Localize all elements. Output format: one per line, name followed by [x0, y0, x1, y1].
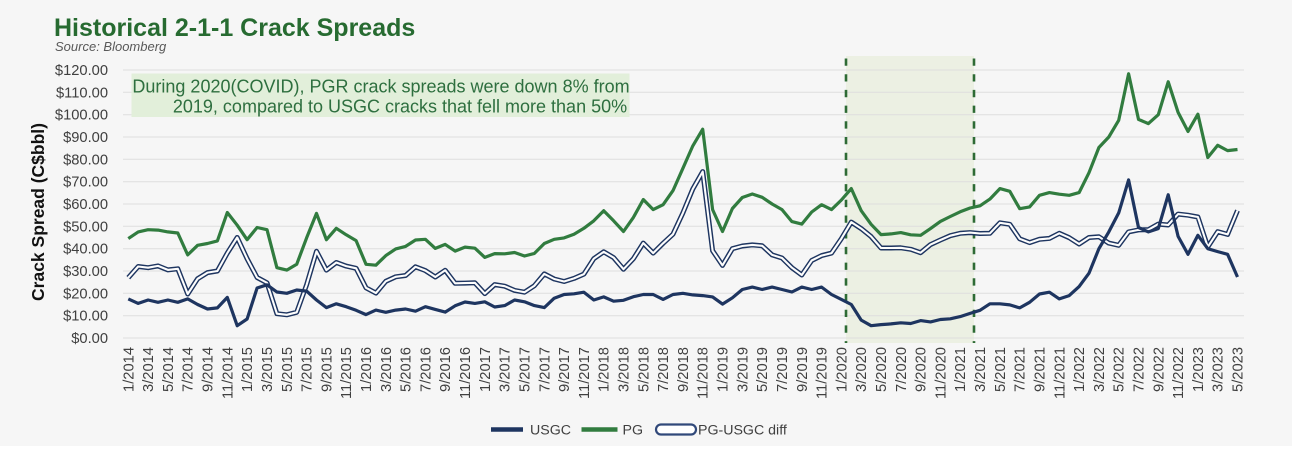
- svg-text:5/2016: 5/2016: [399, 347, 415, 392]
- svg-text:$120.00: $120.00: [55, 63, 108, 79]
- svg-text:3/2018: 3/2018: [617, 347, 633, 392]
- svg-text:7/2022: 7/2022: [1132, 347, 1148, 392]
- svg-text:3/2016: 3/2016: [379, 347, 395, 392]
- svg-text:5/2020: 5/2020: [874, 347, 890, 392]
- svg-text:9/2020: 9/2020: [914, 347, 930, 392]
- svg-text:1/2016: 1/2016: [359, 347, 375, 392]
- svg-text:3/2020: 3/2020: [854, 347, 870, 392]
- svg-text:11/2018: 11/2018: [696, 347, 712, 399]
- svg-text:$60.00: $60.00: [63, 197, 108, 213]
- svg-text:9/2014: 9/2014: [201, 347, 217, 392]
- svg-text:11/2020: 11/2020: [933, 347, 949, 399]
- svg-text:7/2014: 7/2014: [181, 347, 197, 392]
- svg-text:5/2022: 5/2022: [1112, 347, 1128, 392]
- svg-text:5/2015: 5/2015: [280, 347, 296, 392]
- svg-text:PG-USGC diff: PG-USGC diff: [698, 423, 787, 439]
- svg-text:$110.00: $110.00: [56, 85, 108, 101]
- svg-text:11/2016: 11/2016: [458, 347, 474, 399]
- svg-text:3/2014: 3/2014: [141, 347, 157, 392]
- svg-text:11/2015: 11/2015: [339, 347, 355, 399]
- svg-text:11/2022: 11/2022: [1171, 347, 1187, 399]
- svg-text:1/2021: 1/2021: [953, 347, 969, 392]
- svg-text:$80.00: $80.00: [63, 152, 108, 168]
- svg-text:5/2019: 5/2019: [755, 347, 771, 392]
- svg-text:5/2014: 5/2014: [161, 347, 177, 392]
- svg-text:2019, compared to USGC cracks: 2019, compared to USGC cracks that fell …: [173, 97, 627, 117]
- svg-text:1/2023: 1/2023: [1191, 347, 1207, 392]
- svg-text:During 2020(COVID), PGR crack: During 2020(COVID), PGR crack spreads we…: [132, 77, 629, 97]
- svg-text:$30.00: $30.00: [63, 264, 108, 280]
- svg-text:$20.00: $20.00: [63, 286, 108, 302]
- svg-text:5/2018: 5/2018: [636, 347, 652, 392]
- svg-text:7/2017: 7/2017: [537, 347, 553, 392]
- svg-text:9/2015: 9/2015: [319, 347, 335, 392]
- svg-text:1/2014: 1/2014: [121, 347, 137, 392]
- svg-text:11/2014: 11/2014: [220, 347, 236, 399]
- svg-text:9/2021: 9/2021: [1033, 347, 1049, 392]
- svg-text:1/2019: 1/2019: [716, 347, 732, 392]
- svg-text:3/2017: 3/2017: [498, 347, 514, 392]
- svg-text:7/2015: 7/2015: [300, 347, 316, 392]
- svg-text:7/2019: 7/2019: [775, 347, 791, 392]
- svg-text:9/2022: 9/2022: [1151, 347, 1167, 392]
- svg-text:Source: Bloomberg: Source: Bloomberg: [55, 39, 167, 54]
- svg-text:$40.00: $40.00: [63, 242, 108, 258]
- svg-text:USGC: USGC: [530, 423, 571, 439]
- svg-text:Historical 2-1-1 Crack Spreads: Historical 2-1-1 Crack Spreads: [54, 14, 415, 42]
- svg-text:9/2016: 9/2016: [438, 347, 454, 392]
- svg-text:5/2017: 5/2017: [518, 347, 534, 392]
- svg-text:3/2019: 3/2019: [735, 347, 751, 392]
- svg-text:3/2023: 3/2023: [1211, 347, 1227, 392]
- svg-text:$100.00: $100.00: [55, 108, 108, 124]
- svg-text:5/2021: 5/2021: [993, 347, 1009, 392]
- svg-text:3/2022: 3/2022: [1092, 347, 1108, 392]
- svg-text:7/2021: 7/2021: [1013, 347, 1029, 392]
- svg-text:$50.00: $50.00: [63, 219, 108, 235]
- svg-text:9/2018: 9/2018: [676, 347, 692, 392]
- svg-text:9/2019: 9/2019: [795, 347, 811, 392]
- svg-text:$10.00: $10.00: [63, 309, 108, 325]
- svg-text:$0.00: $0.00: [71, 331, 108, 347]
- svg-text:5/2023: 5/2023: [1231, 347, 1247, 392]
- svg-text:3/2021: 3/2021: [973, 347, 989, 392]
- svg-text:9/2017: 9/2017: [557, 347, 573, 392]
- svg-text:PG: PG: [623, 423, 644, 439]
- svg-text:1/2020: 1/2020: [834, 347, 850, 392]
- svg-text:7/2016: 7/2016: [418, 347, 434, 392]
- svg-text:3/2015: 3/2015: [260, 347, 276, 392]
- svg-text:7/2020: 7/2020: [894, 347, 910, 392]
- svg-text:1/2018: 1/2018: [597, 347, 613, 392]
- svg-text:1/2022: 1/2022: [1072, 347, 1088, 392]
- svg-text:1/2015: 1/2015: [240, 347, 256, 392]
- svg-text:11/2021: 11/2021: [1052, 347, 1068, 399]
- svg-text:1/2017: 1/2017: [478, 347, 494, 392]
- svg-text:$70.00: $70.00: [63, 175, 108, 191]
- svg-text:7/2018: 7/2018: [656, 347, 672, 392]
- svg-text:11/2017: 11/2017: [577, 347, 593, 399]
- svg-text:$90.00: $90.00: [63, 130, 108, 146]
- svg-text:11/2019: 11/2019: [815, 347, 831, 399]
- svg-text:Crack Spread (C$bbl): Crack Spread (C$bbl): [28, 123, 48, 301]
